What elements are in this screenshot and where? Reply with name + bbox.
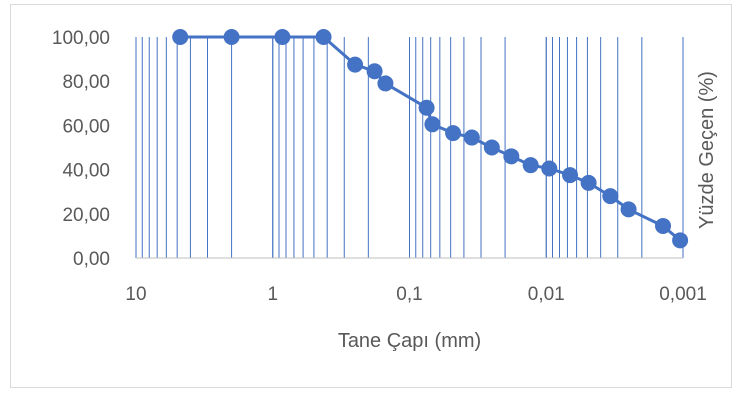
vertical-gridlines: [135, 37, 684, 258]
x-tick-label: 0,001: [659, 284, 707, 305]
y-tick-label: 40,00: [62, 161, 110, 182]
y-axis-title: Yüzde Geçen (%): [696, 71, 718, 229]
y-tick-label: 60,00: [62, 116, 110, 137]
y-tick-label: 0,00: [73, 249, 110, 270]
data-point: [347, 56, 364, 73]
y-tick-label: 20,00: [62, 205, 110, 226]
data-point: [655, 217, 672, 234]
data-points: [172, 29, 689, 249]
data-point: [602, 188, 619, 205]
data-point: [366, 63, 383, 80]
data-point: [418, 99, 435, 116]
x-axis-tick-labels: 10 1 0,1 0,01 0,001: [125, 284, 706, 305]
y-axis-tick-labels: 0,00 20,00 40,00 60,00 80,00 100,00: [52, 28, 110, 270]
data-point: [463, 129, 480, 146]
data-point: [315, 29, 332, 45]
data-point: [503, 148, 520, 165]
x-tick-label: 0,1: [396, 284, 422, 305]
data-point: [172, 29, 189, 45]
data-point: [377, 75, 394, 92]
data-point: [580, 174, 597, 191]
data-point: [541, 160, 558, 177]
series-line: [180, 35, 682, 242]
data-point: [424, 116, 441, 133]
x-axis-title: Tane Çapı (mm): [338, 330, 481, 352]
data-point: [223, 29, 240, 45]
data-point: [620, 201, 637, 218]
data-point: [562, 167, 579, 184]
data-point: [483, 139, 500, 156]
x-tick-label: 1: [267, 284, 278, 305]
x-tick-label: 10: [125, 284, 146, 305]
data-point: [672, 232, 689, 249]
data-point: [522, 157, 539, 174]
data-point: [445, 125, 462, 142]
y-tick-label: 100,00: [52, 28, 110, 49]
y-tick-label: 80,00: [62, 72, 110, 93]
x-tick-label: 0,01: [528, 284, 565, 305]
data-point: [274, 29, 291, 45]
